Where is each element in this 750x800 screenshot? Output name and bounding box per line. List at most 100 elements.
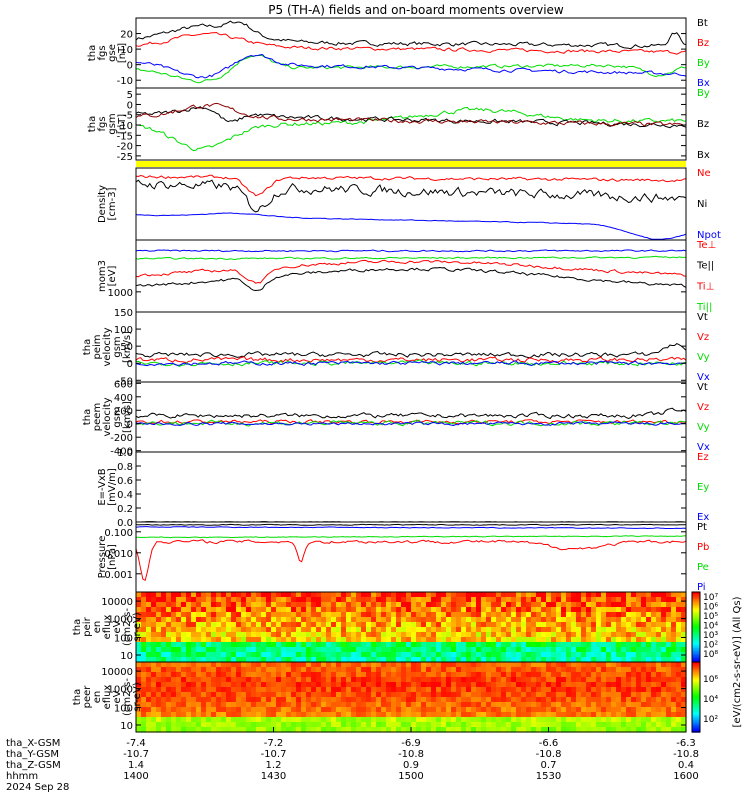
spectrogram-cell: [256, 602, 262, 608]
spectrogram-cell: [261, 667, 267, 673]
spectrogram-cell: [451, 602, 457, 608]
spectrogram-cell: [606, 682, 612, 688]
spectrogram-cell: [566, 707, 572, 713]
spectrogram-cell: [556, 632, 562, 638]
spectrogram-cell: [326, 602, 332, 608]
spectrogram-cell: [306, 722, 312, 728]
spectrogram-cell: [371, 707, 377, 713]
spectrogram-cell: [296, 622, 302, 628]
spectrogram-cell: [166, 662, 172, 668]
spectrogram-cell: [651, 677, 657, 683]
spectrogram-cell: [681, 717, 687, 723]
spectrogram-cell: [591, 592, 597, 598]
spectrogram-cell: [431, 662, 437, 668]
spectrogram-cell: [301, 722, 307, 728]
spectrogram-cell: [581, 592, 587, 598]
spectrogram-cell: [436, 687, 442, 693]
spectrogram-cell: [446, 647, 452, 653]
colorbar-cell: [692, 653, 700, 656]
spectrogram-cell: [661, 712, 667, 718]
spectrogram-cell: [286, 627, 292, 633]
colorbar-cell: [692, 707, 700, 710]
spectrogram-cell: [161, 697, 167, 703]
spectrogram-cell: [416, 687, 422, 693]
spectrogram-cell: [146, 602, 152, 608]
spectrogram-cell: [536, 652, 542, 658]
spectrogram-cell: [616, 622, 622, 628]
spectrogram-cell: [396, 637, 402, 643]
spectrogram-cell: [386, 597, 392, 603]
spectrogram-cell: [566, 607, 572, 613]
spectrogram-cell: [621, 697, 627, 703]
y-tick-label: 0.010: [104, 549, 133, 560]
spectrogram-cell: [666, 662, 672, 668]
spectrogram-cell: [461, 592, 467, 598]
spectrogram-cell: [571, 677, 577, 683]
spectrogram-cell: [561, 597, 567, 603]
spectrogram-cell: [511, 622, 517, 628]
spectrogram-cell: [401, 717, 407, 723]
spectrogram-cell: [651, 667, 657, 673]
spectrogram-cell: [581, 637, 587, 643]
colorbar-cell: [692, 644, 700, 647]
spectrogram-cell: [156, 597, 162, 603]
spectrogram-cell: [556, 667, 562, 673]
spectrogram-cell: [476, 702, 482, 708]
spectrogram-cell: [301, 717, 307, 723]
spectrogram-cell: [381, 652, 387, 658]
spectrogram-cell: [566, 687, 572, 693]
spectrogram-cell: [471, 592, 477, 598]
spectrogram-cell: [431, 597, 437, 603]
colorbar-cell: [692, 621, 700, 625]
spectrogram-cell: [191, 652, 197, 658]
spectrogram-cell: [496, 592, 502, 598]
spectrogram-cell: [656, 632, 662, 638]
spectrogram-cell: [226, 662, 232, 668]
spectrogram-cell: [161, 657, 167, 663]
panel-frame: [135, 521, 687, 593]
spectrogram-cell: [426, 602, 432, 608]
spectrogram-cell: [631, 687, 637, 693]
spectrogram-cell: [201, 647, 207, 653]
x-tick-label: 1530: [536, 771, 561, 782]
spectrogram-cell: [576, 707, 582, 713]
spectrogram-cell: [366, 712, 372, 718]
spectrogram-cell: [586, 642, 592, 648]
spectrogram-cell: [506, 712, 512, 718]
spectrogram-cell: [271, 632, 277, 638]
spectrogram-cell: [146, 667, 152, 673]
spectrogram-cell: [181, 662, 187, 668]
spectrogram-cell: [621, 647, 627, 653]
spectrogram-cell: [226, 627, 232, 633]
spectrogram-cell: [556, 687, 562, 693]
spectrogram-cell: [516, 602, 522, 608]
y-tick-label: -5: [123, 111, 133, 122]
spectrogram-cell: [161, 607, 167, 613]
y-tick-label: 0.001: [104, 570, 133, 581]
spectrogram-cell: [311, 697, 317, 703]
spectrogram-cell: [506, 632, 512, 638]
spectrogram-cell: [396, 622, 402, 628]
spectrogram-cell: [641, 627, 647, 633]
spectrogram-cell: [411, 632, 417, 638]
spectrogram-cell: [426, 707, 432, 713]
spectrogram-cell: [661, 617, 667, 623]
spectrogram-cell: [151, 702, 157, 708]
spectrogram-cell: [591, 667, 597, 673]
spectrogram-cell: [231, 617, 237, 623]
spectrogram-cell: [476, 592, 482, 598]
spectrogram-cell: [196, 707, 202, 713]
spectrogram-cell: [236, 612, 242, 618]
spectrogram-cell: [241, 712, 247, 718]
spectrogram-cell: [246, 657, 252, 663]
spectrogram-cell: [501, 607, 507, 613]
spectrogram-cell: [501, 657, 507, 663]
spectrogram-cell: [451, 597, 457, 603]
spectrogram-cell: [561, 692, 567, 698]
spectrogram-cell: [646, 602, 652, 608]
spectrogram-cell: [476, 617, 482, 623]
spectrogram-cell: [316, 627, 322, 633]
spectrogram-cell: [381, 632, 387, 638]
spectrogram-cell: [251, 622, 257, 628]
